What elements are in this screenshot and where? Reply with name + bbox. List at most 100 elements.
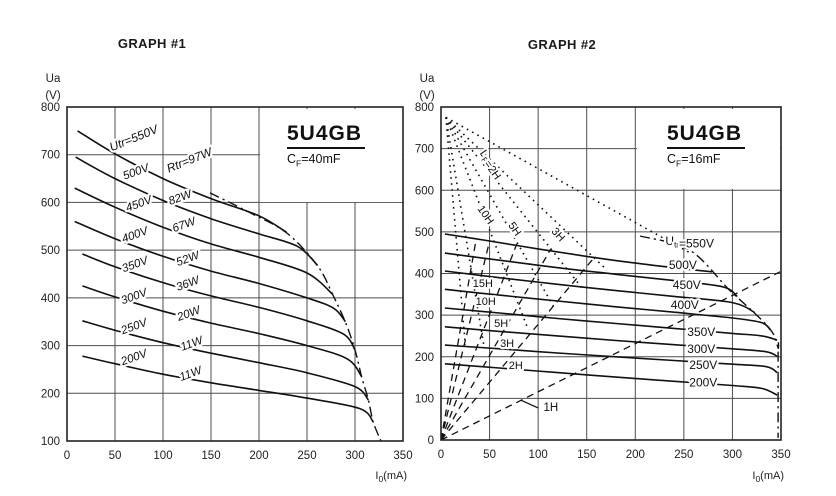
graph1-curve-450V_67W	[74, 187, 334, 296]
graph2-choke-dotted-5H	[445, 117, 557, 311]
graph2-y-tick-800: 800	[415, 102, 434, 114]
graph1-y-tick-100: 100	[41, 436, 60, 448]
capacitance-subscript: F	[296, 158, 302, 169]
graph2-curve-Utr=550V	[444, 233, 713, 273]
graph2-curve-label-10: 5H	[494, 318, 508, 330]
graph1-y-tick-600: 600	[41, 197, 60, 209]
graph1-curve-400V_52W	[74, 220, 347, 323]
graph1-curve-300V_20W	[82, 285, 363, 378]
graph2-curve-label-16: 5H	[505, 220, 523, 238]
graph2-curve-label-1: 500V	[669, 258, 697, 272]
x-axis-unit-text: (mA)	[760, 470, 784, 482]
graph2-y-axis-unit: Ua (V)	[412, 71, 442, 105]
graph1-y-axis-unit: Ua (V)	[38, 71, 68, 105]
capacitance-subscript: F	[676, 158, 682, 169]
graph2-choke-dotted-aux0	[445, 117, 467, 346]
graph2-x-tick-0: 0	[438, 449, 444, 461]
y-axis-unit: (V)	[419, 90, 435, 102]
graph1-x-tick-150: 150	[201, 450, 220, 462]
graph1-x-tick-200: 200	[249, 450, 268, 462]
graph1-y-tick-500: 500	[41, 245, 60, 257]
graph2-x-axis-unit: I0(mA)	[722, 470, 784, 484]
graph2-curve-400V	[444, 288, 771, 331]
graph1-annotation-box: 5U4GB CF=40mF	[260, 109, 402, 202]
capacitance-symbol: C	[667, 152, 677, 166]
graph1-y-tick-400: 400	[41, 293, 60, 305]
graph1-x-tick-350: 350	[393, 450, 412, 462]
graph2-choke-dotted-3H	[445, 116, 585, 291]
graph2-limit-boundary	[639, 235, 780, 438]
tube-model-label: 5U4GB	[287, 122, 366, 149]
graph1-x-tick-300: 300	[345, 450, 364, 462]
graph2-label-leader-line	[520, 399, 539, 409]
graph2-x-tick-50: 50	[483, 449, 496, 461]
graph1-curve-500V_82W	[75, 156, 319, 266]
graph1-curve-200V_11W	[82, 355, 374, 423]
graph2-choke-dotted-aux6	[445, 116, 691, 254]
graph2-curve-label-8: 15H	[473, 278, 493, 290]
x-axis-symbol-subscript: 0	[378, 474, 384, 485]
graph2-curve-label-5: 300V	[687, 342, 715, 356]
graph1-curve-label-14: 200V	[119, 347, 151, 368]
graph2-curve-label-11: 3H	[500, 338, 514, 350]
y-axis-quantity: Ua	[419, 73, 435, 85]
graph2-x-tick-150: 150	[577, 449, 596, 461]
graph1-curve-label-6: 400V	[120, 225, 151, 246]
graph1-x-axis-unit: I0(mA)	[345, 470, 407, 484]
graph1-y-tick-300: 300	[41, 341, 60, 353]
x-axis-symbol: I	[375, 470, 379, 482]
x-axis-unit-text: (mA)	[383, 470, 407, 482]
graph1-curve-label-9: 36W	[175, 274, 202, 294]
graph2-curve-label-7: 200V	[689, 376, 717, 390]
graph2-y-tick-100: 100	[415, 393, 434, 405]
graph2-curve-450V	[444, 270, 756, 314]
graph2-annotation-box: 5U4GB CF=16mF	[637, 109, 780, 189]
graph2-curve-label-9: 10H	[476, 296, 496, 308]
graph2-curve-label-13: 1H	[543, 402, 558, 414]
graph2-x-tick-200: 200	[626, 449, 645, 461]
graph2-y-tick-700: 700	[415, 144, 434, 156]
graph1-plot-border	[66, 106, 404, 442]
graph1-x-tick-250: 250	[297, 450, 316, 462]
graph2-y-tick-600: 600	[415, 185, 434, 197]
capacitance-symbol: C	[287, 152, 297, 166]
graph1-title: GRAPH #1	[117, 36, 187, 51]
graph1-curve-label-11: 20W	[175, 304, 203, 324]
graph1-curve-label-2: 500V	[121, 162, 152, 183]
y-axis-quantity: Ua	[45, 73, 61, 85]
capacitance-value: =16mF	[681, 152, 721, 166]
graph1-curve-label-7: 52W	[175, 249, 202, 269]
graph1-curve-label-10: 300V	[120, 286, 151, 307]
graph2-curve-label-0: Utr=550V	[665, 234, 714, 251]
tube-model-label: 5U4GB	[667, 122, 746, 149]
graph2-choke-dashed-2H	[440, 255, 596, 441]
graph2-plot-border	[440, 106, 782, 441]
graph2-choke-dashed-10H	[440, 240, 491, 441]
graph2-choke-dashed-1H	[440, 271, 781, 441]
graph2-title: GRAPH #2	[527, 37, 597, 52]
graph1-curve-label-1: Rtr=97W	[165, 144, 216, 175]
graph2-y-tick-200: 200	[415, 352, 434, 364]
filter-capacitance-label: CF=40mF	[287, 152, 402, 169]
graph2-x-tick-300: 300	[723, 449, 742, 461]
graph1-curve-250V_11W	[82, 320, 370, 401]
graph2-y-tick-400: 400	[415, 269, 434, 281]
graph2-curve-label-15: 10H	[475, 203, 496, 226]
graph2-y-tick-0: 0	[428, 435, 434, 447]
graph2-choke-dotted-10H	[445, 117, 530, 331]
graph1-y-tick-800: 800	[41, 102, 60, 114]
graph2-x-tick-250: 250	[674, 449, 693, 461]
x-axis-symbol-subscript: 0	[755, 474, 761, 485]
graph1-y-tick-200: 200	[41, 388, 60, 400]
graph1-x-tick-0: 0	[64, 450, 70, 462]
graph2-x-tick-100: 100	[529, 449, 548, 461]
graph2-curve-label-14: LF=2H	[475, 148, 505, 182]
graph1-x-tick-100: 100	[153, 450, 172, 462]
graph2-choke-dotted-LF=2H	[445, 116, 608, 271]
graph2-curve-350V	[444, 307, 778, 341]
graph1-curve-label-8: 350V	[120, 254, 151, 275]
graph2-choke-dotted-aux1	[445, 117, 485, 345]
graph2-curve-label-4: 350V	[687, 325, 715, 339]
graph1-curve-Utr=550V_Rtr=97W	[77, 130, 288, 234]
